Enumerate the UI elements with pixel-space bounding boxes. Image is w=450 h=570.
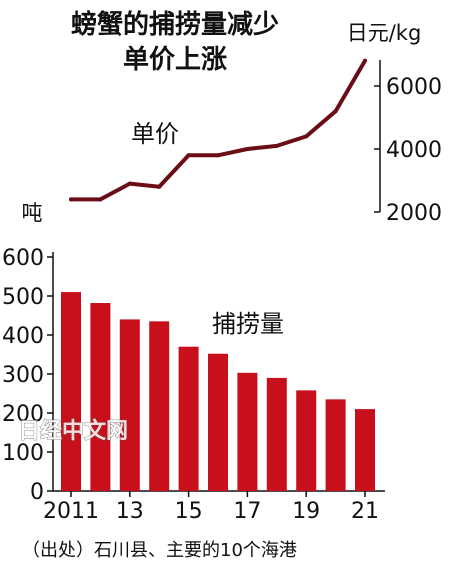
line-series — [69, 58, 367, 202]
x-tick-label-17: 17 — [233, 499, 261, 524]
chart-title-line1: 螃蟹的捕捞量减少 — [71, 9, 279, 40]
price-point-2020 — [333, 109, 338, 114]
bar-2021 — [355, 409, 375, 491]
x-tick-label-19: 19 — [292, 499, 320, 524]
bar-2014 — [149, 321, 170, 491]
price-point-2018 — [274, 143, 279, 148]
price-point-2011 — [69, 197, 73, 202]
bar-y-ticks: 0 100 200 300 400 500 600 — [2, 246, 53, 505]
chart-title-line2: 单价上涨 — [123, 45, 227, 75]
price-point-2013 — [127, 181, 132, 186]
source-note: （出处）石川县、主要的10个海港 — [22, 540, 297, 561]
bar-2020 — [325, 399, 346, 491]
x-tick-labels: 2011 13 15 17 19 21 — [43, 491, 379, 524]
price-point-2016 — [216, 153, 220, 158]
bar-2018 — [266, 377, 287, 491]
bar-y-tick-label-200: 200 — [2, 402, 44, 427]
bar-y-tick-label-500: 500 — [2, 285, 44, 310]
bar-y-tick-label-600: 600 — [2, 246, 44, 271]
bar-series-label: 捕捞量 — [212, 310, 284, 338]
bar-2015 — [178, 346, 199, 491]
bar-y-tick-label-100: 100 — [2, 441, 44, 466]
bar-series — [61, 292, 375, 491]
x-tick-label-2011: 2011 — [43, 499, 99, 524]
price-point-2014 — [157, 184, 162, 189]
line-y-ticks: 2000 4000 6000 — [374, 75, 442, 226]
price-point-2021 — [363, 58, 367, 63]
bar-y-tick-label-0: 0 — [30, 480, 44, 505]
price-line — [69, 58, 367, 202]
watermark-text: 日经中文网 — [18, 418, 128, 444]
price-point-2015 — [186, 153, 191, 158]
line-unit-label: 日元/kg — [347, 21, 422, 45]
line-y-tick-label-4000: 4000 — [386, 138, 442, 163]
x-tick-label-15: 15 — [175, 499, 203, 524]
line-series-label: 单价 — [131, 120, 179, 148]
bar-2012 — [90, 303, 111, 491]
bar-2011 — [61, 292, 81, 491]
bar-2019 — [296, 390, 317, 491]
bar-2017 — [237, 372, 258, 491]
line-y-tick-label-6000: 6000 — [386, 75, 442, 100]
x-tick-label-13: 13 — [116, 499, 144, 524]
bar-2013 — [119, 319, 140, 491]
x-tick-label-21: 21 — [351, 499, 379, 524]
bar-y-tick-label-400: 400 — [2, 324, 44, 349]
bar-unit-label: 吨 — [22, 201, 43, 225]
line-y-tick-label-2000: 2000 — [386, 201, 442, 226]
price-point-2019 — [304, 134, 309, 139]
bar-y-tick-label-300: 300 — [2, 363, 44, 388]
price-point-2017 — [245, 147, 250, 151]
bar-2016 — [208, 353, 228, 491]
price-point-2012 — [98, 197, 103, 202]
